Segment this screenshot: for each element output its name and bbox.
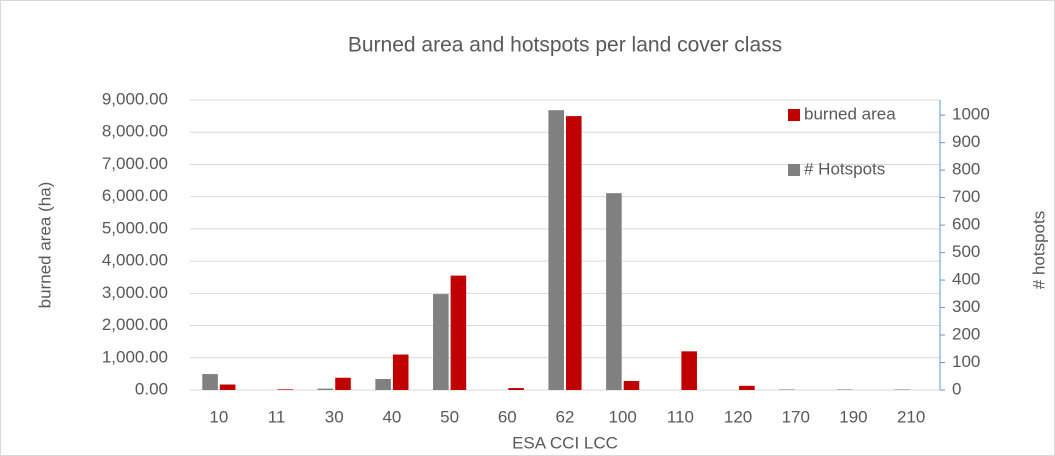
y-tick-label: 9,000.00 — [102, 89, 168, 108]
x-tick-label: 30 — [325, 407, 344, 426]
y2-tick-label: 900 — [952, 132, 980, 151]
y-tick-label: 3,000.00 — [102, 283, 168, 302]
bar — [836, 389, 853, 390]
bar — [202, 374, 218, 390]
y2-tick-label: 1000 — [952, 105, 990, 124]
y2-tick-label: 500 — [952, 242, 980, 261]
y2-tick-label: 600 — [952, 215, 980, 234]
y-tick-label: 5,000.00 — [102, 218, 168, 237]
y2-axis-label: # hotspots — [1029, 211, 1048, 289]
bar — [450, 275, 467, 390]
legend-swatch — [788, 164, 800, 176]
y-tick-label: 8,000.00 — [102, 122, 168, 141]
x-tick-label: 11 — [268, 407, 286, 426]
x-tick-label: 190 — [839, 407, 867, 426]
y-tick-label: 7,000.00 — [102, 154, 168, 173]
bar — [894, 389, 911, 390]
y2-tick-label: 700 — [952, 187, 980, 206]
y-tick-label: 6,000.00 — [102, 186, 168, 205]
bar — [219, 384, 236, 390]
bar — [623, 380, 640, 390]
y2-tick-label: 400 — [952, 270, 980, 289]
y2-tick-label: 300 — [952, 297, 980, 316]
x-tick-label: 10 — [209, 407, 228, 426]
x-tick-label: 170 — [782, 407, 810, 426]
bar — [508, 388, 524, 390]
bar — [317, 388, 334, 390]
bar — [739, 385, 755, 390]
y-tick-label: 4,000.00 — [102, 251, 168, 270]
y-tick-label: 1,000.00 — [102, 347, 168, 366]
bar — [566, 116, 582, 390]
x-tick-label: 50 — [440, 407, 459, 426]
legend-label: # Hotspots — [804, 159, 885, 178]
legend-label: burned area — [804, 104, 896, 123]
bar — [433, 294, 449, 390]
x-tick-label: 110 — [667, 407, 694, 426]
y-tick-label: 0.00 — [135, 379, 168, 398]
y-tick-label: 2,000.00 — [102, 315, 168, 334]
y2-tick-label: 200 — [952, 325, 980, 344]
bar — [375, 379, 391, 390]
bar — [681, 351, 697, 390]
y2-tick-label: 0 — [952, 379, 961, 398]
x-tick-label: 40 — [382, 407, 401, 426]
chart-title: Burned area and hotspots per land cover … — [348, 34, 782, 57]
y2-tick-label: 100 — [952, 352, 980, 371]
x-tick-label: 62 — [556, 407, 575, 426]
bar — [392, 354, 409, 390]
y-axis-label: burned area (ha) — [35, 182, 54, 309]
bar — [779, 389, 795, 390]
x-tick-label: 120 — [724, 407, 752, 426]
legend-swatch — [788, 109, 800, 121]
x-axis-label: ESA CCI LCC — [512, 433, 618, 452]
bar — [548, 110, 564, 390]
bar — [277, 389, 294, 390]
x-tick-label: 210 — [897, 407, 925, 426]
y2-tick-label: 800 — [952, 160, 980, 179]
x-tick-label: 60 — [498, 407, 517, 426]
x-tick-label: 100 — [609, 407, 637, 426]
bar — [335, 377, 351, 390]
bar — [606, 193, 622, 390]
